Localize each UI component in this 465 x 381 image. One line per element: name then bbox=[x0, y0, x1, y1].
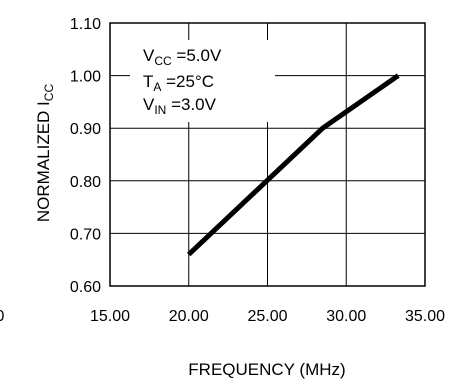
annotation-vcc: VCC =5.0V bbox=[143, 46, 222, 68]
annotation-vcc-subscript: CC bbox=[154, 54, 172, 68]
annotation-vin-subscript: IN bbox=[154, 103, 166, 117]
annotation-vcc-symbol: V bbox=[143, 46, 155, 65]
annotation-vcc-value: =5.0V bbox=[172, 46, 222, 65]
annotation-ta-value: =25°C bbox=[161, 72, 214, 91]
y-tick-label: 0.90 bbox=[70, 121, 101, 138]
series-layer bbox=[187, 73, 400, 257]
annotation-background bbox=[130, 40, 275, 122]
annotation-vin-symbol: V bbox=[143, 95, 155, 114]
x-tick-label: 25.00 bbox=[247, 308, 287, 325]
x-axis-title: FREQUENCY (MHz) bbox=[188, 360, 345, 379]
y-tick-label: 0.70 bbox=[70, 226, 101, 243]
x-tick-label: 30.00 bbox=[326, 308, 366, 325]
annotation-ta-subscript: A bbox=[153, 80, 161, 94]
x-tick-label: 15.00 bbox=[90, 308, 130, 325]
x-tick-labels: 15.00 20.00 25.00 30.00 35.00 bbox=[90, 308, 445, 325]
y-tick-label: 1.10 bbox=[70, 16, 101, 33]
conditions-annotation: VCC =5.0V TA =25°C VIN =3.0V bbox=[143, 46, 222, 117]
annotation-ta-symbol: T bbox=[143, 72, 153, 91]
plot-frame bbox=[109, 22, 426, 287]
x-tick-label: 35.00 bbox=[405, 308, 445, 325]
y-tick-label: 0.80 bbox=[70, 174, 101, 191]
clipped-left-label: 0 bbox=[0, 308, 5, 325]
annotation-vin-value: =3.0V bbox=[166, 95, 216, 114]
y-tick-label: 1.00 bbox=[70, 69, 101, 86]
y-tick-labels: 1.10 1.00 0.90 0.80 0.70 0.60 bbox=[70, 16, 101, 296]
x-tick-label: 20.00 bbox=[169, 308, 209, 325]
y-tick-label: 0.60 bbox=[70, 279, 101, 296]
annotation-ta: TA =25°C bbox=[143, 72, 214, 94]
y-axis-title: NORMALIZED ICC bbox=[34, 84, 56, 223]
y-axis-title-main: NORMALIZED I bbox=[34, 101, 53, 222]
y-axis-title-sub: CC bbox=[42, 84, 56, 102]
annotation-vin: VIN =3.0V bbox=[143, 95, 217, 117]
